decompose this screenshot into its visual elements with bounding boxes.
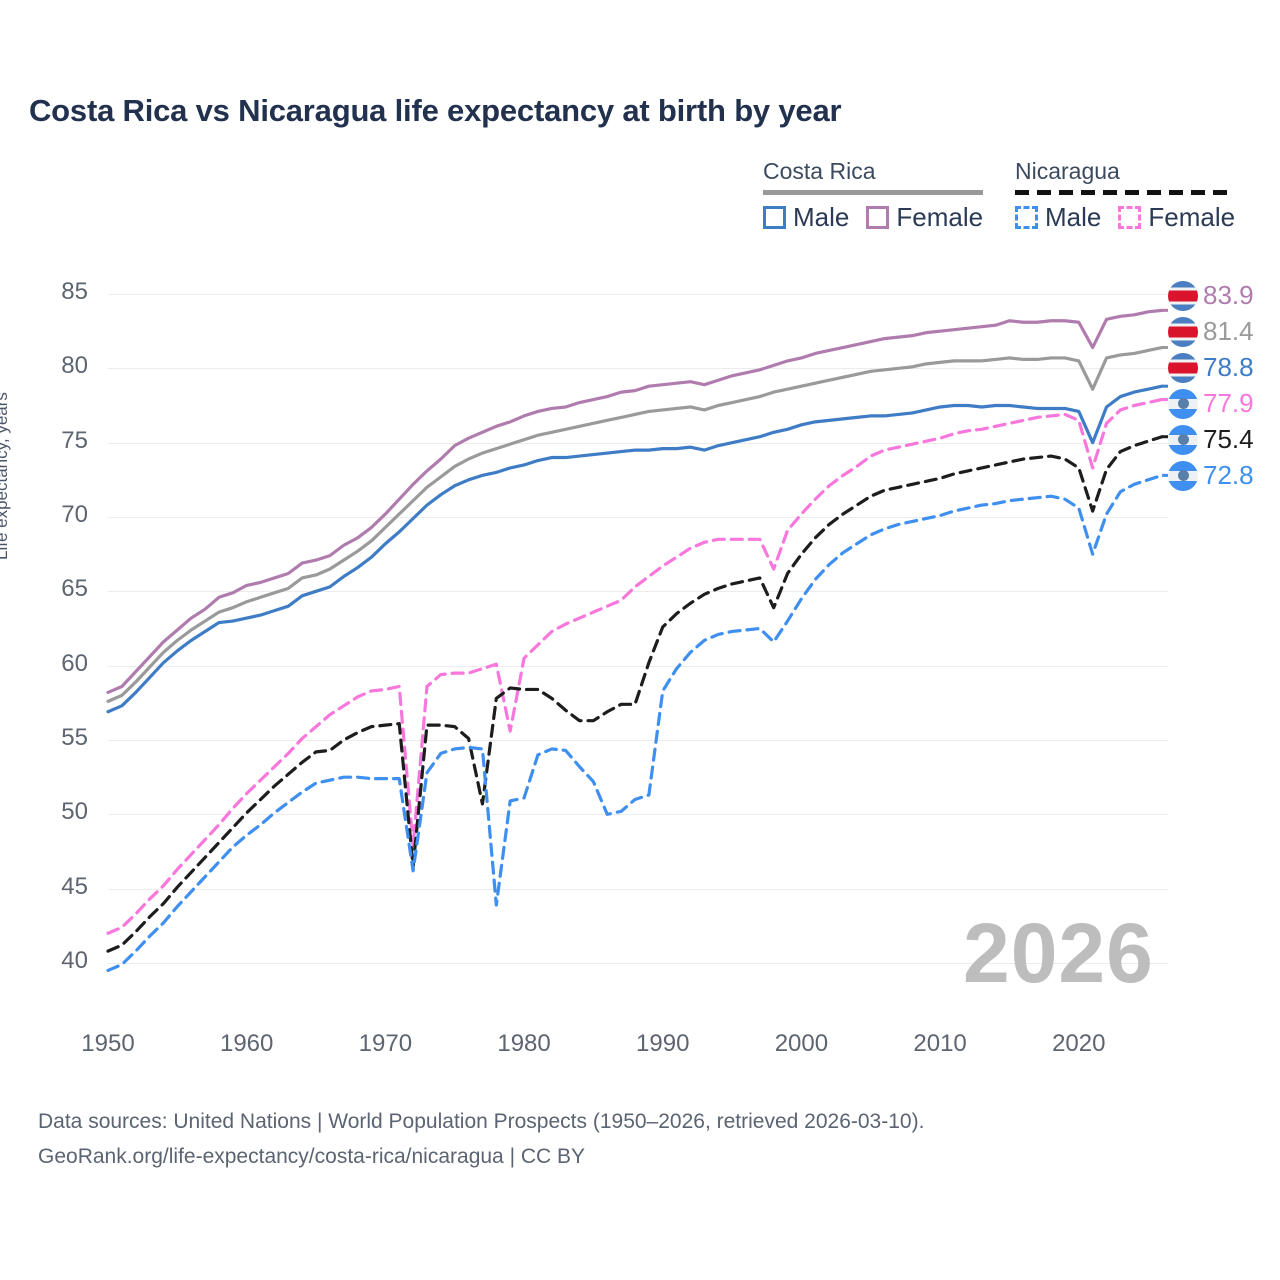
- nicaragua-emblem-icon: [1177, 470, 1189, 481]
- x-axis-tick-label: 1970: [358, 1030, 413, 1057]
- series-end-value: 83.9: [1203, 280, 1254, 310]
- chart-legend: Costa Rica Male Female Nicaragua Male: [755, 158, 1255, 243]
- series-end-label: 81.4: [1168, 316, 1254, 347]
- y-axis-tick-label: 85: [61, 278, 88, 305]
- y-axis-tick-label: 40: [61, 947, 88, 974]
- legend-item-label: Male: [793, 202, 850, 232]
- series-end-value: 78.8: [1203, 352, 1254, 382]
- legend-item-label: Male: [1045, 202, 1102, 232]
- y-axis-tick-label: 70: [61, 501, 88, 528]
- x-axis-tick-label: 1950: [81, 1030, 135, 1057]
- y-axis-tick-label: 80: [61, 352, 88, 380]
- series-end-label: 72.8: [1168, 460, 1254, 491]
- gridline: [108, 888, 1168, 890]
- gridline: [108, 814, 1168, 816]
- gridline: [108, 591, 1168, 593]
- x-axis-tick-label: 1980: [497, 1030, 551, 1057]
- series-line: [106, 435, 1164, 953]
- gridline: [108, 665, 1168, 667]
- series-line: [106, 384, 1164, 714]
- nicaragua-flag-icon: [1168, 424, 1198, 455]
- gridline: [108, 294, 1168, 295]
- legend-item-label: Female: [1148, 202, 1236, 232]
- y-axis-title: Life expectancy, years: [0, 392, 11, 560]
- nicaragua-emblem-icon: [1177, 434, 1189, 445]
- costa-rica-flag-icon: [1168, 316, 1198, 347]
- legend-swatch-icon: [763, 206, 786, 229]
- legend-country-label: Nicaragua: [1015, 158, 1120, 184]
- gridline: [108, 368, 1168, 370]
- series-end-value: 77.9: [1203, 388, 1254, 418]
- x-axis-tick-label: 1990: [636, 1030, 690, 1057]
- x-axis-tick-label: 1960: [219, 1030, 274, 1057]
- y-axis-tick-label: 55: [61, 724, 88, 751]
- series-end-label: 78.8: [1168, 352, 1254, 383]
- gridline: [108, 740, 1168, 741]
- legend-item-nicaragua-male[interactable]: Male: [1015, 202, 1101, 233]
- footer-line-1: Data sources: United Nations | World Pop…: [38, 1110, 925, 1133]
- series-end-value: 75.4: [1203, 424, 1254, 454]
- y-axis-tick-label: 75: [61, 426, 88, 454]
- legend-swatch-icon: [1118, 206, 1142, 229]
- costa-rica-flag-icon: [1168, 280, 1198, 311]
- y-axis-tick-label: 50: [61, 798, 88, 826]
- series-end-value: 72.8: [1203, 460, 1254, 490]
- gridline: [108, 517, 1168, 518]
- legend-swatch-icon: [866, 206, 890, 229]
- legend-item-nicaragua-female[interactable]: Female: [1118, 202, 1235, 233]
- year-watermark: 2026: [963, 906, 1154, 1000]
- legend-item-label: Female: [896, 202, 984, 232]
- x-axis-tick-label: 2000: [774, 1030, 829, 1057]
- page-title: Costa Rica vs Nicaragua life expectancy …: [29, 93, 842, 128]
- nicaragua-emblem-icon: [1177, 398, 1189, 409]
- series-line: [106, 345, 1164, 703]
- legend-swatch-icon: [1015, 206, 1038, 229]
- x-axis-tick-label: 2020: [1052, 1030, 1106, 1057]
- footer-line-2: GeoRank.org/life-expectancy/costa-rica/n…: [38, 1144, 586, 1168]
- footer-credits: Data sources: United Nations | World Pop…: [38, 1105, 924, 1174]
- legend-item-costa-rica-female[interactable]: Female: [866, 202, 983, 233]
- nicaragua-flag-icon: [1168, 460, 1198, 491]
- series-end-label: 77.9: [1168, 388, 1254, 419]
- legend-item-costa-rica-male[interactable]: Male: [763, 202, 849, 233]
- legend-rule-dashed: [1015, 190, 1236, 195]
- y-axis-tick-label: 45: [61, 872, 88, 900]
- gridline: [108, 442, 1168, 444]
- series-end-label: 83.9: [1168, 280, 1254, 311]
- costa-rica-flag-icon: [1168, 352, 1198, 383]
- legend-country-label: Costa Rica: [763, 158, 876, 184]
- series-end-label: 75.4: [1168, 424, 1254, 455]
- legend-group-nicaragua: Nicaragua Male Female: [1015, 158, 1236, 233]
- series-line: [106, 473, 1164, 973]
- y-axis-tick-label: 65: [61, 575, 88, 603]
- y-axis-tick-label: 60: [61, 649, 88, 677]
- legend-rule-solid: [763, 190, 984, 195]
- series-end-value: 81.4: [1203, 316, 1254, 346]
- x-axis-tick-label: 2010: [913, 1030, 967, 1057]
- legend-group-costa-rica: Costa Rica Male Female: [763, 158, 984, 233]
- nicaragua-flag-icon: [1168, 388, 1198, 419]
